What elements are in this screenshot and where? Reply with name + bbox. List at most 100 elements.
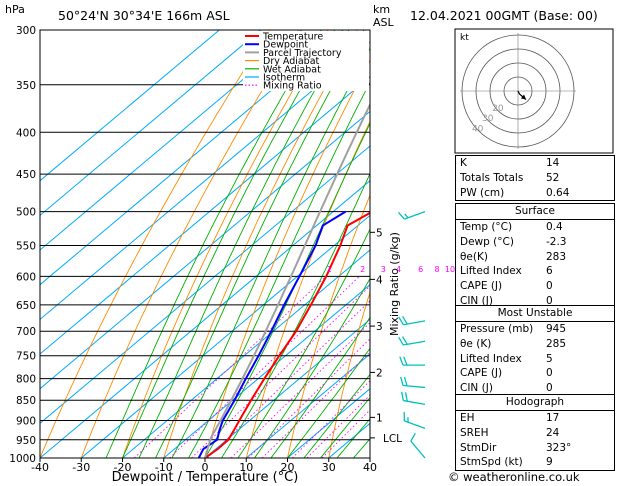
table-row: StmSpd (kt) 9 xyxy=(456,455,614,470)
datetime-label: 12.04.2021 00GMT (Base: 00) xyxy=(410,8,598,23)
row-label: SREH xyxy=(460,426,489,439)
legend-entry: Isotherm xyxy=(263,73,305,84)
isotherm-line xyxy=(40,41,370,320)
row-label: K xyxy=(460,157,467,169)
wind-barb xyxy=(397,210,426,220)
table-row: θe (K) 285 xyxy=(456,337,614,352)
mixing-ratio-label: 2 xyxy=(360,265,365,274)
row-value: 5 xyxy=(546,352,553,365)
pressure-tick-label: 1000 xyxy=(9,453,36,465)
table-row: K 14 xyxy=(456,156,614,171)
x-tick-label: -40 xyxy=(31,461,49,474)
km-tick-label: 4 xyxy=(376,274,383,286)
pressure-tick-label: 950 xyxy=(16,435,36,447)
km-unit-label: km xyxy=(373,3,390,16)
row-label: EH xyxy=(460,412,475,424)
pressure-tick-label: 350 xyxy=(16,80,36,92)
wet-adiabat-line xyxy=(188,81,370,458)
table-row: Lifted Index 6 xyxy=(456,264,614,279)
row-label: StmDir xyxy=(460,441,497,454)
x-axis-label: Dewpoint / Temperature (°C) xyxy=(112,470,299,485)
wind-barb xyxy=(400,376,426,389)
row-label: Totals Totals xyxy=(460,171,524,184)
table-row: Pressure (mb) 945 xyxy=(456,322,614,337)
isotherm-line xyxy=(40,180,370,458)
row-value: 0.64 xyxy=(546,186,570,199)
isotherm-line xyxy=(245,353,370,458)
mixing-ratio-label: 1 xyxy=(327,265,332,274)
pressure-tick-label: 750 xyxy=(16,351,36,363)
row-value: 24 xyxy=(546,426,560,439)
legend-entry: Parcel Trajectory xyxy=(263,48,342,59)
isotherm-line xyxy=(40,30,220,182)
row-label: CAPE (J) xyxy=(460,280,503,293)
pressure-tick-label: 300 xyxy=(16,25,36,37)
surface-panel: Surface Temp (°C) 0.4 Dewp (°C) -2.3 θe(K) 28… xyxy=(455,203,615,310)
dry-adiabat-line xyxy=(287,193,370,458)
most-unstable-panel: Most Unstable Pressure (mb) 945 θe (K) 285 L… xyxy=(455,305,615,397)
most-unstable-title: Most Unstable xyxy=(456,306,614,322)
row-value: 323° xyxy=(546,441,572,454)
row-label: StmSpd (kt) xyxy=(460,456,523,469)
table-row: θe(K) 283 xyxy=(456,250,614,265)
hodograph-arrow xyxy=(521,94,526,100)
row-value: 9 xyxy=(546,456,553,469)
row-value: 283 xyxy=(546,250,567,263)
hodograph-ring-label: 30 xyxy=(482,114,494,124)
wet-adiabat-line xyxy=(287,347,370,458)
row-label: θe (K) xyxy=(460,337,492,350)
dry-adiabat-line xyxy=(616,30,629,458)
isotherm-line xyxy=(80,214,370,458)
hodograph-ring-label: 20 xyxy=(492,104,504,114)
legend-entry: Wet Adiabat xyxy=(263,64,321,75)
row-value: 6 xyxy=(546,265,553,278)
temperature-profile xyxy=(204,211,370,458)
table-row: Temp (°C) 0.4 xyxy=(456,220,614,235)
legend-entry: Dewpoint xyxy=(263,40,308,51)
x-tick-label: 30 xyxy=(322,461,336,474)
wind-barb xyxy=(410,432,426,459)
table-row: CIN (J) 0 xyxy=(456,381,614,396)
wet-adiabat-line xyxy=(270,316,370,458)
table-row: CIN (J) 0 xyxy=(456,294,614,309)
row-label: Lifted Index xyxy=(460,352,522,365)
hodograph-table-panel: Hodograph EH 17 SREH 24 StmDir 323° StmSpd (kt… xyxy=(455,394,615,472)
row-label: PW (cm) xyxy=(460,186,505,199)
table-row: CAPE (J) 0 xyxy=(456,279,614,294)
x-tick-label: 40 xyxy=(363,461,377,474)
row-value: 52 xyxy=(546,171,560,184)
copyright-label: © weatheronline.co.uk xyxy=(448,470,580,484)
isotherm-line xyxy=(40,76,370,355)
row-value: 945 xyxy=(546,323,567,335)
x-tick-label: -10 xyxy=(155,461,173,474)
row-value: 285 xyxy=(546,337,567,350)
hodograph-kt-label: kt xyxy=(460,33,469,43)
km-tick-label: 1 xyxy=(376,412,383,424)
legend-entry: Dry Adiabat xyxy=(263,56,320,67)
table-row: CAPE (J) 0 xyxy=(456,366,614,381)
wind-barb xyxy=(399,356,425,366)
mixing-ratio-label: 4 xyxy=(396,265,401,274)
km-tick-label: 2 xyxy=(376,367,383,379)
legend-entry: Mixing Ratio xyxy=(263,81,322,92)
isotherm-line xyxy=(40,30,303,251)
wet-adiabat-line xyxy=(320,396,370,458)
wind-barb xyxy=(398,315,426,326)
parcel-trajectory xyxy=(204,102,370,458)
row-value: 0.4 xyxy=(546,221,563,233)
mixing-ratio-line xyxy=(134,276,327,458)
row-label: CIN (J) xyxy=(460,294,493,307)
x-tick-label: 20 xyxy=(281,461,295,474)
pressure-tick-label: 700 xyxy=(16,326,36,338)
mixing-ratio-label: 6 xyxy=(418,265,423,274)
row-value: 17 xyxy=(546,412,560,424)
row-value: -2.3 xyxy=(546,235,567,248)
pressure-tick-label: 400 xyxy=(16,127,36,139)
table-row: SREH 24 xyxy=(456,426,614,441)
surface-title: Surface xyxy=(456,204,614,220)
dewpoint-profile xyxy=(197,210,347,458)
row-label: Temp (°C) xyxy=(460,221,513,233)
